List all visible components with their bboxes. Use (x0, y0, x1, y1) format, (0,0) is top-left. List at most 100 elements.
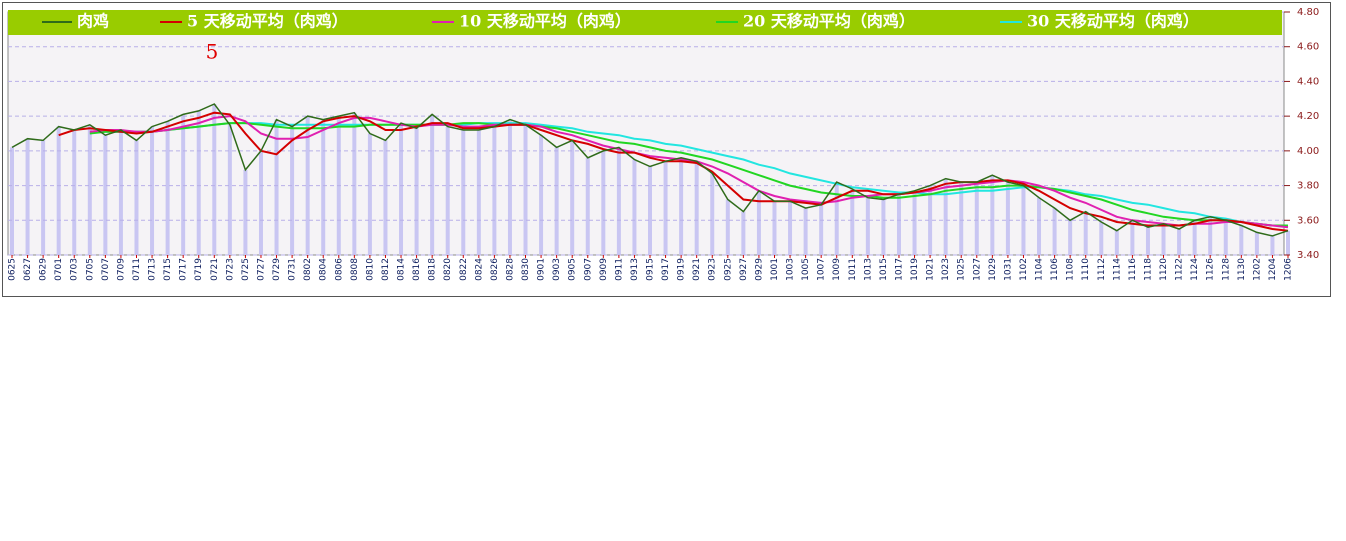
price-bar (1099, 222, 1104, 255)
x-tick-label: 0625 (8, 258, 18, 281)
price-bar (1286, 230, 1290, 255)
x-tick-label: 1124 (1190, 258, 1200, 281)
price-bar (507, 119, 512, 255)
price-bar (227, 124, 232, 255)
x-tick-label: 1013 (863, 258, 873, 281)
x-tick-label: 0705 (85, 258, 95, 281)
x-tick-label: 0804 (319, 258, 329, 281)
price-bar (165, 121, 170, 255)
x-tick-label: 1116 (1128, 258, 1138, 281)
x-tick-label: 0711 (132, 258, 142, 281)
price-bar (1161, 223, 1166, 255)
x-tick-label: 0921 (692, 258, 702, 281)
x-tick-label: 0925 (723, 258, 733, 281)
x-tick-label: 0903 (552, 258, 562, 281)
legend-band (8, 10, 1282, 35)
y-tick-label: 4.60 (1297, 42, 1319, 53)
price-bar (1037, 197, 1042, 255)
x-tick-label: 0808 (350, 258, 360, 281)
x-tick-label: 1104 (1035, 258, 1045, 281)
x-tick-label: 1017 (894, 258, 904, 281)
price-bar (850, 189, 855, 255)
x-tick-label: 0627 (23, 258, 33, 281)
x-tick-label: 0816 (412, 258, 422, 281)
price-bar (710, 173, 715, 255)
price-bar (554, 147, 559, 255)
x-tick-label: 0927 (739, 258, 749, 281)
price-bar (399, 123, 404, 255)
price-bar (10, 147, 14, 255)
x-tick-label: 0723 (225, 258, 235, 281)
x-tick-label: 0725 (241, 258, 251, 281)
x-tick-label: 0917 (661, 258, 671, 281)
x-tick-label: 1206 (1284, 258, 1294, 281)
x-tick-label: 0731 (288, 258, 298, 281)
x-tick-label: 0810 (365, 258, 375, 281)
price-bar (1145, 227, 1150, 255)
x-tick-label: 1130 (1237, 258, 1247, 281)
price-bar (1270, 235, 1275, 255)
price-bar (321, 119, 326, 255)
x-tick-label: 1128 (1221, 258, 1231, 281)
price-bar (865, 197, 870, 255)
price-bar (25, 138, 30, 255)
x-tick-label: 1114 (1112, 258, 1122, 281)
price-bar (694, 161, 699, 255)
x-tick-label: 1108 (1066, 258, 1076, 281)
x-tick-label: 0703 (70, 258, 80, 281)
price-bar (492, 126, 497, 255)
price-bar (1239, 225, 1244, 255)
price-bar (305, 116, 310, 256)
price-bar (663, 161, 668, 255)
price-bar (1130, 220, 1135, 255)
y-tick-label: 3.80 (1297, 181, 1319, 192)
x-tick-label: 0717 (179, 258, 189, 281)
price-bar (741, 211, 746, 255)
x-tick-label: 0719 (194, 258, 204, 281)
price-bar (616, 147, 621, 255)
x-tick-label: 0929 (754, 258, 764, 281)
price-bar (1052, 208, 1057, 255)
price-bar (881, 199, 886, 255)
price-bar (430, 114, 435, 256)
price-bar (756, 190, 761, 255)
x-tick-label: 0911 (614, 258, 624, 281)
x-tick-label: 0915 (646, 258, 656, 281)
x-tick-label: 1118 (1143, 258, 1153, 281)
x-tick-label: 1106 (1050, 258, 1060, 281)
price-bar (570, 140, 575, 255)
y-tick-label: 4.20 (1297, 111, 1319, 122)
price-bar (243, 169, 248, 255)
x-tick-label: 1029 (988, 258, 998, 281)
price-bar (1114, 230, 1119, 255)
price-bar (461, 130, 466, 255)
x-tick-label: 1027 (972, 258, 982, 281)
price-bar (974, 182, 979, 255)
price-bar (601, 150, 606, 255)
legend-label: 肉鸡 (77, 12, 109, 31)
x-tick-label: 0729 (272, 258, 282, 281)
x-tick-label: 0913 (630, 258, 640, 281)
price-bar (258, 150, 263, 255)
price-bar (445, 126, 450, 255)
price-bar (181, 114, 186, 256)
x-tick-label: 1021 (926, 258, 936, 281)
price-bar (834, 182, 839, 255)
price-bar (118, 130, 123, 255)
x-tick-label: 0806 (334, 258, 344, 281)
x-tick-label: 1102 (1019, 258, 1029, 281)
x-tick-label: 1019 (910, 258, 920, 281)
x-tick-label: 1015 (879, 258, 889, 281)
price-bar (476, 130, 481, 255)
price-bar (367, 133, 372, 255)
x-tick-label: 0907 (583, 258, 593, 281)
x-tick-label: 0822 (459, 258, 469, 281)
price-bar (648, 166, 652, 255)
price-bar (1254, 232, 1259, 255)
x-tick-label: 0713 (148, 258, 158, 281)
price-bar (928, 185, 933, 255)
price-bar (1083, 211, 1088, 255)
price-bar (1177, 228, 1182, 255)
x-tick-label: 1112 (1097, 258, 1107, 281)
